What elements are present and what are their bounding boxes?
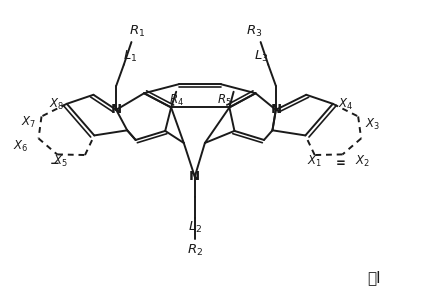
Text: $X_5$: $X_5$	[53, 154, 68, 169]
Text: $R_1$: $R_1$	[129, 24, 145, 39]
Text: $R_5$: $R_5$	[217, 93, 232, 108]
Text: $\mathbf{=}$: $\mathbf{=}$	[333, 155, 346, 168]
Text: $X_7$: $X_7$	[21, 115, 36, 130]
Text: N: N	[270, 103, 281, 116]
Text: N: N	[110, 103, 122, 116]
Text: $X_4$: $X_4$	[338, 97, 354, 112]
Text: $R_3$: $R_3$	[246, 24, 262, 39]
Text: $R_2$: $R_2$	[187, 243, 203, 258]
Text: $X_2$: $X_2$	[355, 154, 370, 169]
Text: 式I: 式I	[367, 271, 381, 285]
Text: $L_2$: $L_2$	[187, 220, 202, 236]
Text: $L_3$: $L_3$	[254, 49, 269, 64]
Text: $X_3$: $X_3$	[366, 117, 380, 133]
Text: $R_4$: $R_4$	[169, 93, 184, 108]
Text: $X_1$: $X_1$	[307, 154, 322, 169]
Text: $X_6$: $X_6$	[13, 138, 28, 154]
Text: $L_1$: $L_1$	[123, 49, 137, 64]
Text: $\mathbf{-}$: $\mathbf{-}$	[49, 154, 60, 168]
Text: N: N	[189, 170, 200, 183]
Text: $X_8$: $X_8$	[49, 97, 64, 112]
